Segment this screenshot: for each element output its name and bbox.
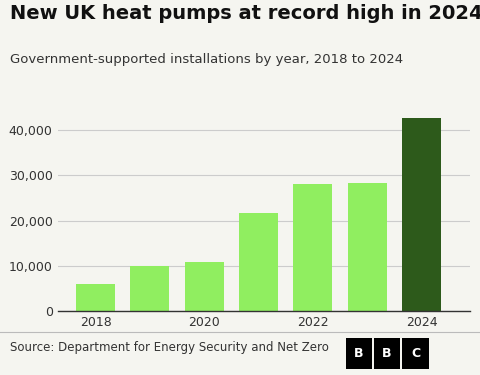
Bar bbox=[348, 183, 387, 311]
Bar bbox=[131, 266, 169, 311]
Text: C: C bbox=[411, 347, 420, 360]
Bar bbox=[293, 184, 333, 311]
Bar bbox=[185, 262, 224, 311]
Text: New UK heat pumps at record high in 2024: New UK heat pumps at record high in 2024 bbox=[10, 4, 480, 23]
Text: B: B bbox=[354, 347, 363, 360]
Bar bbox=[239, 213, 278, 311]
Bar bbox=[76, 284, 115, 311]
Text: Government-supported installations by year, 2018 to 2024: Government-supported installations by ye… bbox=[10, 53, 403, 66]
Text: Source: Department for Energy Security and Net Zero: Source: Department for Energy Security a… bbox=[10, 341, 328, 354]
Text: B: B bbox=[383, 347, 392, 360]
Bar bbox=[402, 118, 441, 311]
